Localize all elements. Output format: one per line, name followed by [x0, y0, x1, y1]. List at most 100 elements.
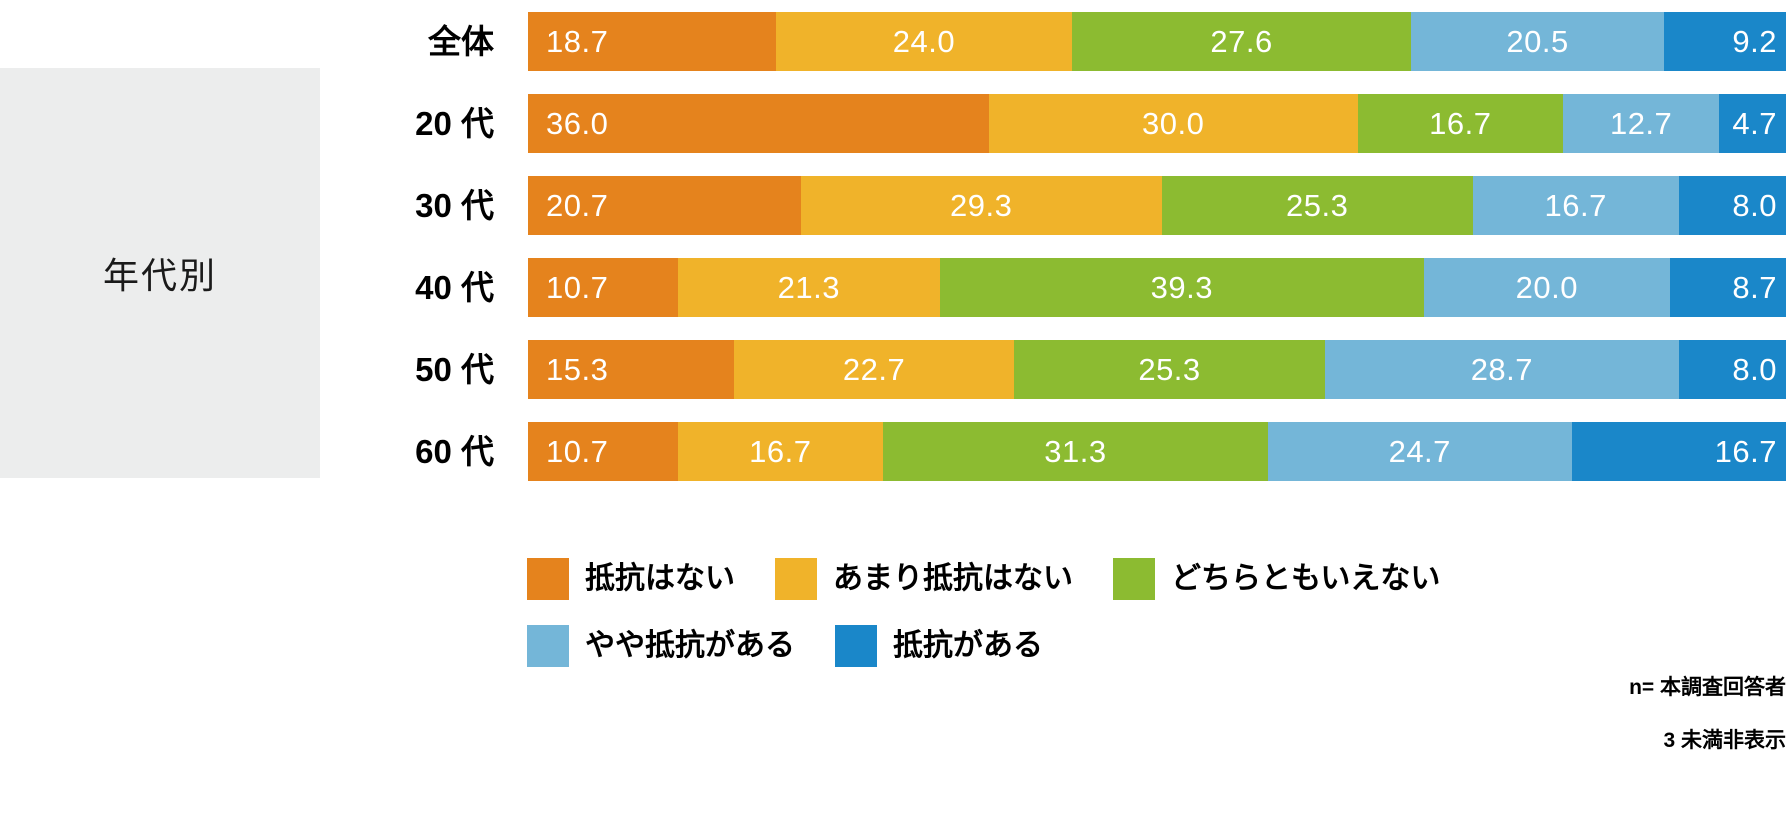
- bar-value-label: 25.3: [1138, 351, 1201, 387]
- bar-value-label: 18.7: [546, 23, 609, 59]
- bar-segment: 24.7: [1267, 422, 1572, 481]
- legend-swatch: [1113, 558, 1155, 600]
- bar-value-label: 29.3: [949, 187, 1013, 223]
- bar-value-label: 8.0: [1732, 351, 1777, 387]
- bar-value-label: 8.7: [1732, 269, 1777, 305]
- bar-value-label: 39.3: [1150, 269, 1213, 305]
- legend-label: あまり抵抗はない: [833, 562, 1073, 595]
- legend-item: あまり抵抗はない: [775, 558, 1073, 600]
- bar-value-label: 12.7: [1609, 105, 1673, 141]
- legend-swatch: [775, 558, 817, 600]
- stacked-bar: 10.7 21.3 39.3 20.0 8.7: [528, 258, 1786, 317]
- bar-segment: 12.7: [1563, 94, 1720, 153]
- bar-segment: 24.0: [776, 12, 1072, 71]
- chart-row: 60 代 10.7 16.7 31.3 24.7 16.7: [0, 422, 1786, 481]
- bar-segment: 22.7: [734, 340, 1014, 399]
- bar-segment: 16.7: [677, 422, 883, 481]
- bar-segment: 28.7: [1325, 340, 1679, 399]
- legend-item: 抵抗がある: [835, 625, 1043, 667]
- category-label: 60 代: [415, 433, 494, 470]
- legend-swatch: [527, 625, 569, 667]
- bar-segment: 31.3: [882, 422, 1268, 481]
- legend-row: やや抵抗がある 抵抗がある: [527, 625, 1440, 667]
- bar-segment: 21.3: [677, 258, 940, 317]
- bar-value-label: 21.3: [777, 269, 840, 305]
- footnote-threshold: 3 未満非表示: [1663, 729, 1786, 752]
- bar-segment: 36.0: [528, 94, 989, 153]
- bar-segment: 4.7: [1719, 94, 1786, 153]
- bar-value-label: 4.7: [1732, 105, 1778, 141]
- chart-row: 30 代 20.7 29.3 25.3 16.7 8.0: [0, 176, 1786, 235]
- bar-value-label: 30.0: [1142, 105, 1205, 141]
- bar-segment: 27.6: [1071, 12, 1412, 71]
- bar-segment: 10.7: [528, 258, 678, 317]
- bar-value-label: 20.7: [546, 187, 609, 223]
- bar-value-label: 20.5: [1506, 23, 1569, 59]
- bar-segment: 8.7: [1669, 258, 1786, 317]
- bar-segment: 16.7: [1357, 94, 1564, 153]
- legend-swatch: [527, 558, 569, 600]
- legend-label: どちらともいえない: [1171, 562, 1441, 595]
- stacked-bar: 10.7 16.7 31.3 24.7 16.7: [528, 422, 1786, 481]
- bar-segment: 39.3: [939, 258, 1424, 317]
- bar-segment: 16.7: [1571, 422, 1786, 481]
- category-label: 全体: [428, 23, 494, 60]
- bar-value-label: 16.7: [1544, 187, 1607, 223]
- bar-segment: 15.3: [528, 340, 735, 399]
- stacked-bar: 20.7 29.3 25.3 16.7 8.0: [528, 176, 1786, 235]
- bar-value-label: 31.3: [1044, 433, 1107, 469]
- bar-segment: 25.3: [1161, 176, 1473, 235]
- bar-value-label: 20.0: [1515, 269, 1578, 305]
- legend-swatch: [835, 625, 877, 667]
- bar-value-label: 25.3: [1286, 187, 1349, 223]
- group-panel: 年代別: [0, 68, 320, 478]
- chart-row: 50 代 15.3 22.7 25.3 28.7 8.0: [0, 340, 1786, 399]
- bar-value-label: 15.3: [546, 351, 609, 387]
- footnote-n: n= 本調査回答者: [1629, 676, 1786, 699]
- bar-value-label: 9.2: [1732, 23, 1777, 59]
- category-label: 30 代: [415, 187, 494, 224]
- bar-value-label: 16.7: [1429, 105, 1492, 141]
- legend-row: 抵抗はない あまり抵抗はない どちらともいえない: [527, 558, 1440, 600]
- stacked-bar: 15.3 22.7 25.3 28.7 8.0: [528, 340, 1786, 399]
- bar-segment: 8.0: [1678, 176, 1786, 235]
- bar-segment: 20.0: [1423, 258, 1670, 317]
- bar-value-label: 22.7: [842, 351, 906, 387]
- legend-item: どちらともいえない: [1113, 558, 1440, 600]
- bar-value-label: 27.6: [1210, 23, 1273, 59]
- bar-value-label: 24.0: [892, 23, 956, 59]
- bar-segment: 16.7: [1472, 176, 1679, 235]
- chart-row: 全体 18.7 24.0 27.6 20.5 9.2: [0, 12, 1786, 71]
- legend-item: やや抵抗がある: [527, 625, 795, 667]
- bar-segment: 18.7: [528, 12, 777, 71]
- legend-label: 抵抗がある: [893, 629, 1043, 662]
- bar-segment: 9.2: [1663, 12, 1786, 71]
- bar-segment: 29.3: [800, 176, 1162, 235]
- category-label: 50 代: [415, 351, 494, 388]
- legend-label: やや抵抗がある: [585, 629, 795, 662]
- legend-label: 抵抗はない: [585, 562, 735, 595]
- stacked-bar: 36.0 30.0 16.7 12.7 4.7: [528, 94, 1786, 153]
- chart-row: 40 代 10.7 21.3 39.3 20.0 8.7: [0, 258, 1786, 317]
- bar-segment: 8.0: [1678, 340, 1786, 399]
- bar-value-label: 10.7: [546, 433, 609, 469]
- bar-segment: 10.7: [528, 422, 678, 481]
- stacked-bar: 18.7 24.0 27.6 20.5 9.2: [528, 12, 1786, 71]
- category-label: 40 代: [415, 269, 494, 306]
- bar-value-label: 10.7: [546, 269, 609, 305]
- bar-segment: 20.5: [1411, 12, 1664, 71]
- bar-segment: 20.7: [528, 176, 801, 235]
- bar-segment: 25.3: [1013, 340, 1326, 399]
- bar-value-label: 16.7: [749, 433, 812, 469]
- category-label: 20 代: [415, 105, 494, 142]
- bar-value-label: 36.0: [546, 105, 609, 141]
- bar-value-label: 8.0: [1732, 187, 1777, 223]
- legend-item: 抵抗はない: [527, 558, 735, 600]
- bar-value-label: 28.7: [1470, 351, 1534, 387]
- bar-value-label: 16.7: [1714, 433, 1777, 469]
- group-panel-label: 年代別: [102, 255, 217, 296]
- legend: 抵抗はない あまり抵抗はない どちらともいえないやや抵抗がある 抵抗がある: [527, 558, 1440, 667]
- bar-segment: 30.0: [988, 94, 1358, 153]
- bar-value-label: 24.7: [1388, 433, 1451, 469]
- chart-row: 20 代 36.0 30.0 16.7 12.7 4.7: [0, 94, 1786, 153]
